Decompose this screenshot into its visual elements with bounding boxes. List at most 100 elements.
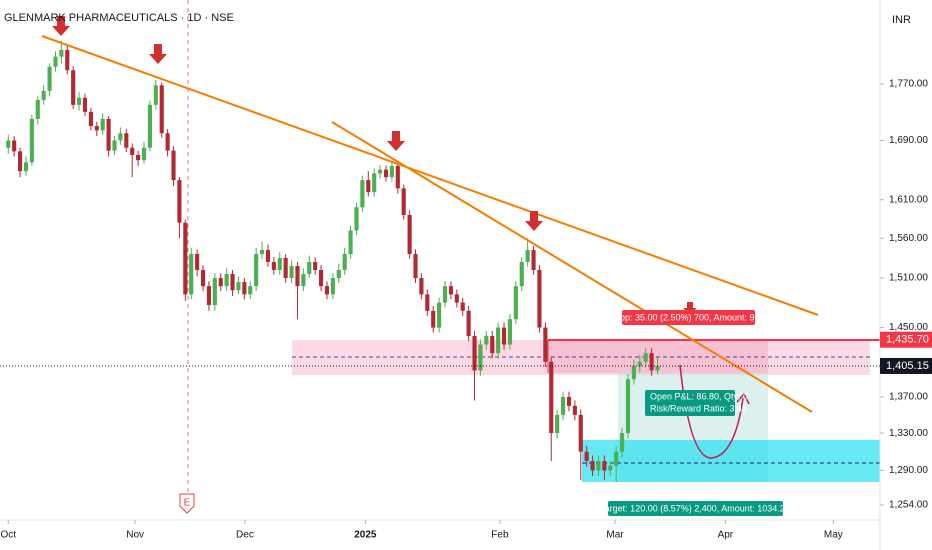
candle-body <box>254 254 259 287</box>
candle-body <box>578 414 583 452</box>
axes: 1,770.00 1,690.00 1,610.00 1,560.00 1,510.00… <box>0 79 932 541</box>
candle-body <box>431 310 436 328</box>
price-label: 1,405.15 <box>886 360 929 372</box>
candle-body <box>620 433 625 452</box>
candle-body <box>53 56 58 67</box>
candle-body <box>372 173 377 193</box>
candle-body <box>608 465 613 471</box>
candle-body <box>625 379 631 434</box>
candle-body <box>437 302 442 328</box>
candle-body <box>248 286 253 295</box>
candle-body <box>106 118 111 151</box>
x-tick-label: Nov <box>126 530 144 541</box>
price-axis <box>880 0 932 550</box>
candle-body <box>649 353 654 371</box>
candle-body <box>596 460 601 471</box>
candle-body <box>614 451 619 466</box>
candle-body <box>531 250 536 270</box>
candle-body <box>147 104 152 148</box>
candle-body <box>230 274 235 291</box>
projection-arrow-head <box>736 392 750 405</box>
candle-body <box>189 254 194 295</box>
candle-body <box>41 90 46 100</box>
candle-body <box>537 269 542 328</box>
candle-body <box>212 278 217 306</box>
candle-body <box>460 302 465 311</box>
candle-body <box>413 254 418 279</box>
candle-body <box>118 133 123 141</box>
candle-body <box>218 278 223 287</box>
support-zone <box>582 440 882 482</box>
candle-body <box>130 147 135 155</box>
x-tick-label: Oct <box>0 530 16 541</box>
candle-body <box>59 49 64 57</box>
x-tick-label: 2025 <box>354 530 377 541</box>
x-tick-label: Feb <box>491 530 509 541</box>
candles <box>6 40 660 482</box>
candle-body <box>65 49 70 71</box>
candle-body <box>165 133 170 151</box>
candle-body <box>259 250 265 255</box>
candle-body <box>301 274 306 287</box>
candle-body <box>378 169 383 174</box>
candle-body <box>6 140 11 148</box>
candle-body <box>543 327 548 362</box>
currency: INR <box>892 14 911 26</box>
candle-body <box>183 222 188 295</box>
peak-arrow <box>149 44 167 64</box>
candle-body <box>560 396 566 415</box>
y-tick-label: 1,450.00 <box>889 322 928 333</box>
pnl-label: Open P&L: 86.80, Qty: 0 <box>650 391 748 401</box>
candle-body <box>395 166 400 189</box>
candle-body <box>12 140 17 152</box>
zones <box>187 0 882 492</box>
candle-body <box>200 269 206 287</box>
candle-body <box>566 396 572 406</box>
candle-body <box>47 66 52 91</box>
candle-body <box>383 169 389 178</box>
candle-body <box>631 366 636 380</box>
candle-body <box>23 162 29 172</box>
candle-body <box>407 214 412 255</box>
pnl-box <box>645 390 735 416</box>
price-label: 1,435.70 <box>886 334 929 346</box>
arrows <box>52 16 697 314</box>
candle-body <box>319 269 324 287</box>
candle-body <box>242 282 247 295</box>
target-label: Target: 120.00 (8.57%) 2,400, Amount: 10… <box>600 503 790 513</box>
candle-body <box>342 254 347 270</box>
candle-body <box>590 460 595 471</box>
candle-body <box>265 250 271 262</box>
y-tick-label: 1,370.00 <box>889 392 928 403</box>
y-tick-label: 1,254.00 <box>889 500 928 511</box>
trend-line <box>331 121 813 413</box>
y-tick-label: 1,330.00 <box>889 428 928 439</box>
trend-line <box>41 35 819 316</box>
candle-body <box>336 269 341 279</box>
x-tick-label: Dec <box>236 530 254 541</box>
candle-body <box>82 97 88 112</box>
candle-body <box>549 361 554 434</box>
candle-body <box>100 118 105 131</box>
candle-body <box>18 151 23 172</box>
candle-body <box>224 274 229 287</box>
x-tick-label: Mar <box>606 530 624 541</box>
candle-body <box>401 188 406 215</box>
y-tick-label: 1,290.00 <box>889 465 928 476</box>
candle-body <box>348 230 353 255</box>
y-tick-label: 1,690.00 <box>889 135 928 146</box>
candle-body <box>94 126 99 131</box>
candle-body <box>360 180 365 208</box>
candle-body <box>136 154 141 161</box>
candle-body <box>389 166 394 178</box>
earnings-label: E <box>184 498 191 509</box>
peak-arrow <box>387 131 405 151</box>
candle-body <box>307 261 312 275</box>
y-tick-label: 1,610.00 <box>889 194 928 205</box>
candle-body <box>29 118 34 163</box>
candle-body <box>141 147 147 161</box>
candle-body <box>519 261 524 287</box>
candle-body <box>643 353 648 362</box>
candle-body <box>572 405 577 415</box>
target-box <box>608 501 783 516</box>
